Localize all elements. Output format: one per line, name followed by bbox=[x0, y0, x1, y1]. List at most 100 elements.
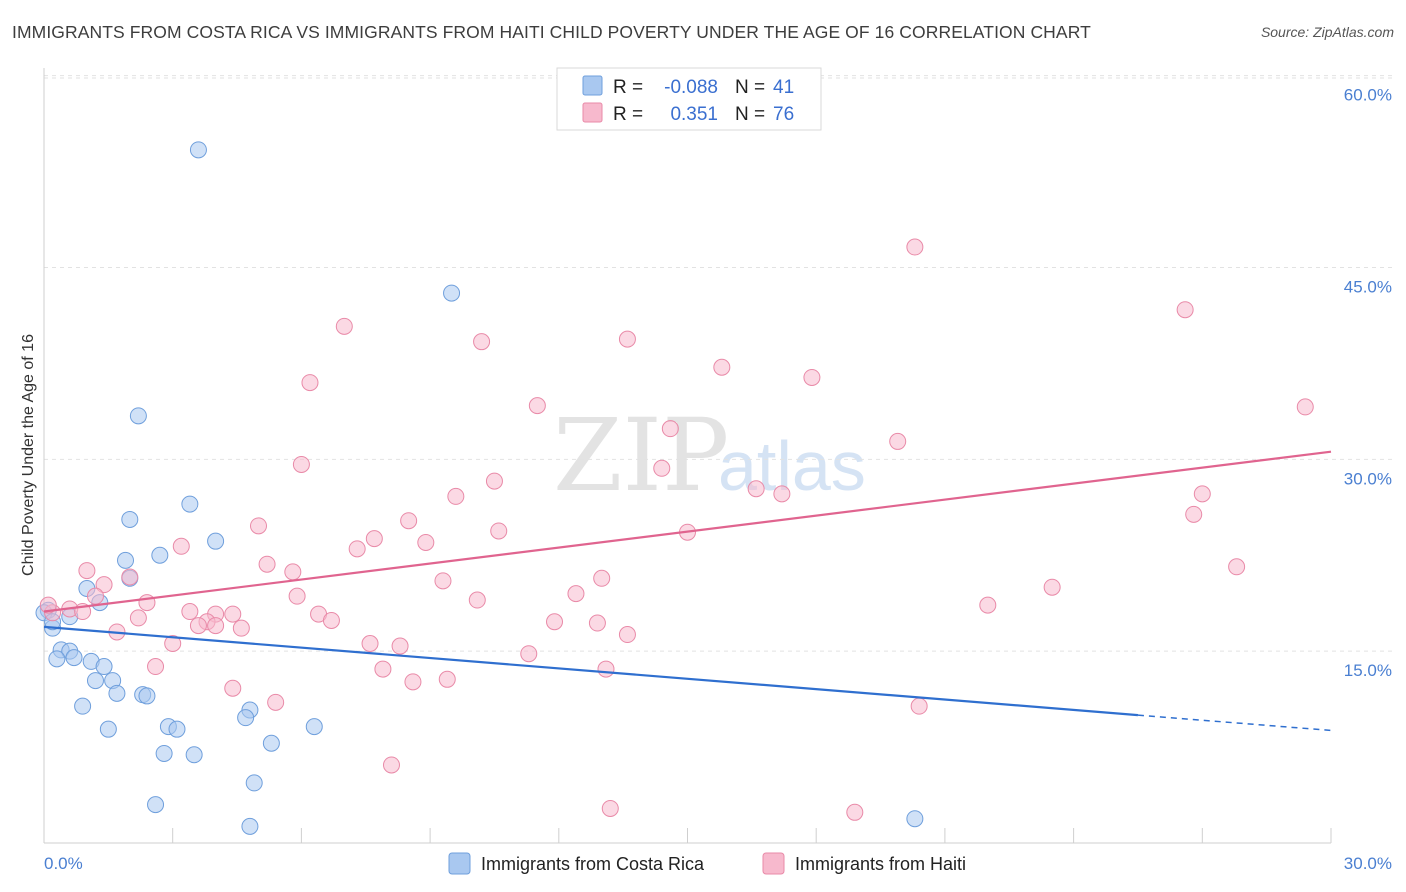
data-point bbox=[292, 455, 310, 473]
data-point bbox=[86, 587, 104, 605]
data-point bbox=[99, 720, 117, 738]
y-tick-label-30: 30.0% bbox=[1344, 469, 1392, 488]
data-point bbox=[404, 673, 422, 691]
data-point bbox=[322, 611, 340, 629]
data-point bbox=[241, 817, 259, 835]
series-points-haiti bbox=[39, 238, 1314, 821]
data-point bbox=[1043, 578, 1061, 596]
data-point bbox=[593, 569, 611, 587]
data-point bbox=[382, 756, 400, 774]
data-point bbox=[889, 432, 907, 450]
data-point bbox=[181, 603, 199, 621]
data-point bbox=[288, 587, 306, 605]
y-tick-label-45: 45.0% bbox=[1344, 278, 1392, 297]
data-point bbox=[846, 803, 864, 821]
data-point bbox=[189, 141, 207, 159]
data-point bbox=[65, 649, 83, 667]
legend-r-value-costa-rica: -0.088 bbox=[664, 77, 718, 98]
source-label: Source: ZipAtlas.com bbox=[1260, 24, 1394, 40]
trend-lines bbox=[43, 450, 1332, 732]
data-point bbox=[168, 720, 186, 738]
data-point bbox=[618, 330, 636, 348]
trend-line-costa-rica bbox=[43, 625, 1139, 717]
data-point bbox=[443, 284, 461, 302]
data-point bbox=[172, 537, 190, 555]
data-point bbox=[189, 617, 207, 635]
correlation-legend: R = -0.088 N = 41 R = 0.351 N = 76 bbox=[556, 67, 822, 131]
data-point bbox=[713, 358, 731, 376]
data-point bbox=[121, 568, 139, 586]
data-point bbox=[1176, 301, 1194, 319]
data-point bbox=[490, 522, 508, 540]
watermark-zip: ZIP bbox=[553, 397, 729, 514]
x-tick-label-min: 0.0% bbox=[44, 854, 83, 873]
data-point bbox=[207, 617, 225, 635]
data-point bbox=[86, 672, 104, 690]
data-point bbox=[906, 238, 924, 256]
data-point bbox=[95, 576, 113, 594]
y-tick-label-15: 15.0% bbox=[1344, 661, 1392, 680]
data-point bbox=[400, 512, 418, 530]
data-points bbox=[35, 141, 1314, 835]
data-point bbox=[245, 774, 263, 792]
series-legend-label-costa-rica: Immigrants from Costa Rica bbox=[481, 854, 705, 874]
series-legend-swatch-costa-rica bbox=[448, 852, 471, 875]
data-point bbox=[773, 485, 791, 503]
data-point bbox=[365, 530, 383, 548]
data-point bbox=[224, 679, 242, 697]
data-point bbox=[267, 693, 285, 711]
legend-r-value-haiti: 0.351 bbox=[670, 104, 718, 125]
y-axis-tick-labels: 15.0% 30.0% 45.0% 60.0% bbox=[1344, 86, 1392, 680]
data-point bbox=[528, 397, 546, 415]
data-point bbox=[262, 734, 280, 752]
data-point bbox=[181, 495, 199, 513]
data-point bbox=[147, 658, 165, 676]
data-point bbox=[803, 368, 821, 386]
data-point bbox=[485, 472, 503, 490]
data-point bbox=[906, 810, 924, 828]
data-point bbox=[1193, 485, 1211, 503]
data-point bbox=[520, 645, 538, 663]
data-point bbox=[39, 596, 57, 614]
data-point bbox=[151, 546, 169, 564]
data-point bbox=[78, 562, 96, 580]
data-point bbox=[121, 510, 139, 528]
data-point bbox=[597, 660, 615, 678]
trend-line-extension-costa-rica bbox=[1137, 714, 1332, 732]
data-point bbox=[232, 619, 250, 637]
data-point bbox=[129, 407, 147, 425]
data-point bbox=[618, 626, 636, 644]
legend-swatch-haiti bbox=[582, 102, 603, 123]
data-point bbox=[567, 585, 585, 603]
data-point bbox=[434, 572, 452, 590]
data-point bbox=[653, 459, 671, 477]
data-point bbox=[108, 684, 126, 702]
data-point bbox=[164, 634, 182, 652]
series-legend: Immigrants from Costa Rica Immigrants fr… bbox=[448, 852, 966, 875]
x-axis-ticks bbox=[43, 828, 1332, 843]
data-point bbox=[335, 317, 353, 335]
legend-swatch-costa-rica bbox=[582, 75, 603, 96]
data-point bbox=[305, 718, 323, 736]
data-point bbox=[661, 420, 679, 438]
y-tick-label-60: 60.0% bbox=[1344, 86, 1392, 105]
data-point bbox=[417, 533, 435, 551]
data-point bbox=[147, 796, 165, 814]
chart-title: IMMIGRANTS FROM COSTA RICA VS IMMIGRANTS… bbox=[12, 22, 1091, 42]
series-legend-label-haiti: Immigrants from Haiti bbox=[795, 854, 966, 874]
legend-r-label-costa-rica: R = bbox=[613, 77, 643, 98]
y-axis-label: Child Poverty Under the Age of 16 bbox=[20, 334, 37, 576]
data-point bbox=[48, 650, 66, 668]
data-point bbox=[207, 532, 225, 550]
data-point bbox=[185, 746, 203, 764]
data-point bbox=[979, 596, 997, 614]
data-point bbox=[468, 591, 486, 609]
data-point bbox=[374, 660, 392, 678]
data-point bbox=[910, 697, 928, 715]
data-point bbox=[129, 609, 147, 627]
series-legend-swatch-haiti bbox=[762, 852, 785, 875]
data-point bbox=[155, 744, 173, 762]
data-point bbox=[391, 637, 409, 655]
watermark-atlas: atlas bbox=[718, 427, 866, 505]
